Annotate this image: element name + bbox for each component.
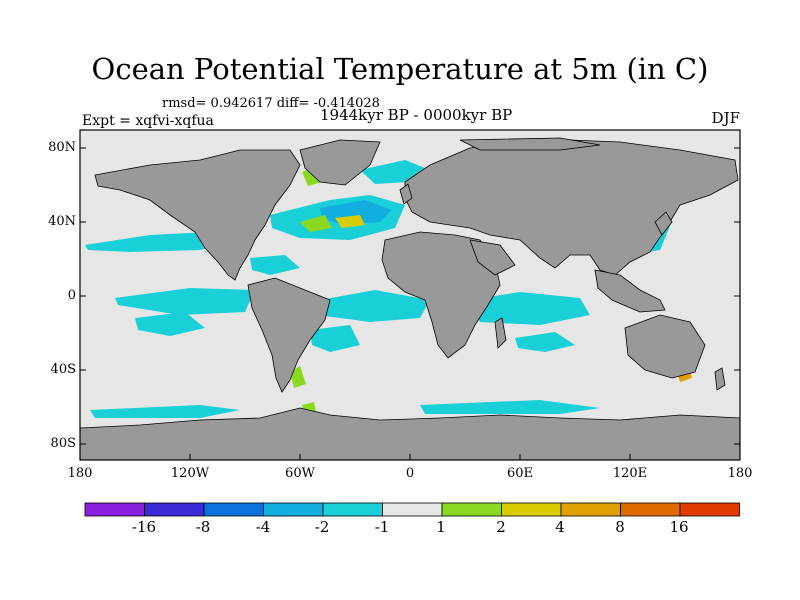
colorbar-label: 2 [496,518,506,536]
anomaly-patch-equatorial-pacific-cool [115,288,255,315]
season-label: DJF [711,109,740,127]
colorbar-label: 1 [436,518,446,536]
anomaly-patch-tropical-atlantic-cool [320,290,430,322]
x-tick-label: 120W [170,466,210,481]
x-tick-label: 120E [612,466,648,481]
x-tick-label: 0 [405,466,415,481]
colorbar-swatch [322,502,383,517]
colorbar-swatch [620,502,681,517]
anomaly-patch-south-atlantic-cool [310,325,360,352]
colorbar-swatch [501,502,562,517]
anomaly-patch-southern-indian-cool [515,332,575,352]
colorbar-swatch [441,502,502,517]
landmass-new-zealand [714,367,726,391]
colorbar-swatch [560,502,621,517]
x-tick-label: 180 [727,466,753,481]
landmass-north-america [94,149,301,281]
y-tick-label: 0 [67,288,76,303]
anomaly-patch-south-pacific-cool [135,312,205,336]
x-tick-label: 180 [67,466,93,481]
anomaly-patch-southern-ocean-cool-west [90,405,240,418]
landmass-greenland [299,139,381,186]
anomaly-patch-patagonia-warm [290,366,306,388]
colorbar-label: -16 [131,518,157,536]
landmass-uk [399,183,413,205]
anomaly-patch-gulf-cool [250,255,300,275]
anomaly-patch-indian-ocean-cool [470,292,590,325]
colorbar-swatch [144,502,205,517]
period-label: 1944kyr BP - 0000kyr BP [320,106,513,124]
map-title: Ocean Potential Temperature at 5m (in C) [91,52,709,86]
colorbar-label: -4 [255,518,271,536]
landmass-africa [381,231,501,359]
landmass-south-america [247,277,331,393]
colorbar-label: 16 [669,518,689,536]
landmass-southeast-asia [594,269,666,313]
colorbar-swatch [263,502,324,517]
x-tick-label: 60W [285,466,315,481]
axis-ticks [80,147,740,460]
colorbar-label: -1 [374,518,390,536]
colorbar-swatch [203,502,264,517]
y-tick-label: 40S [50,362,76,377]
colorbar-label: -8 [195,518,211,536]
colorbar-label: 8 [615,518,625,536]
colorbar-label: 4 [555,518,565,536]
anomaly-patch-north-pacific-cool [85,232,235,252]
colorbar-label: -2 [314,518,330,536]
x-tick-label: 60E [506,466,534,481]
experiment-label: Expt = xqfvi-xqfua [82,113,214,129]
landmass-eurasia [404,139,739,276]
anomaly-patch-north-atlantic-yellow [335,215,365,228]
y-tick-label: 40N [48,214,76,229]
colorbar-swatch [679,502,740,517]
landmass-arabia [469,239,516,276]
anomaly-patch-southern-ocean-cool-east [420,400,600,414]
landmass-madagascar [494,317,507,349]
colorbar-swatch [84,502,145,517]
landmass-japan [654,211,673,236]
y-tick-label: 80N [48,140,76,155]
colorbar [84,502,740,517]
land-masses [79,137,741,461]
stats-line: rmsd= 0.942617 diff= -0.414028 [162,96,380,111]
anomaly-patch-north-atlantic-warm [300,215,332,232]
colorbar-swatch [382,502,443,517]
landmass-australia [624,314,706,379]
y-tick-label: 80S [50,436,76,451]
landmass-arctic-cap [459,137,601,151]
